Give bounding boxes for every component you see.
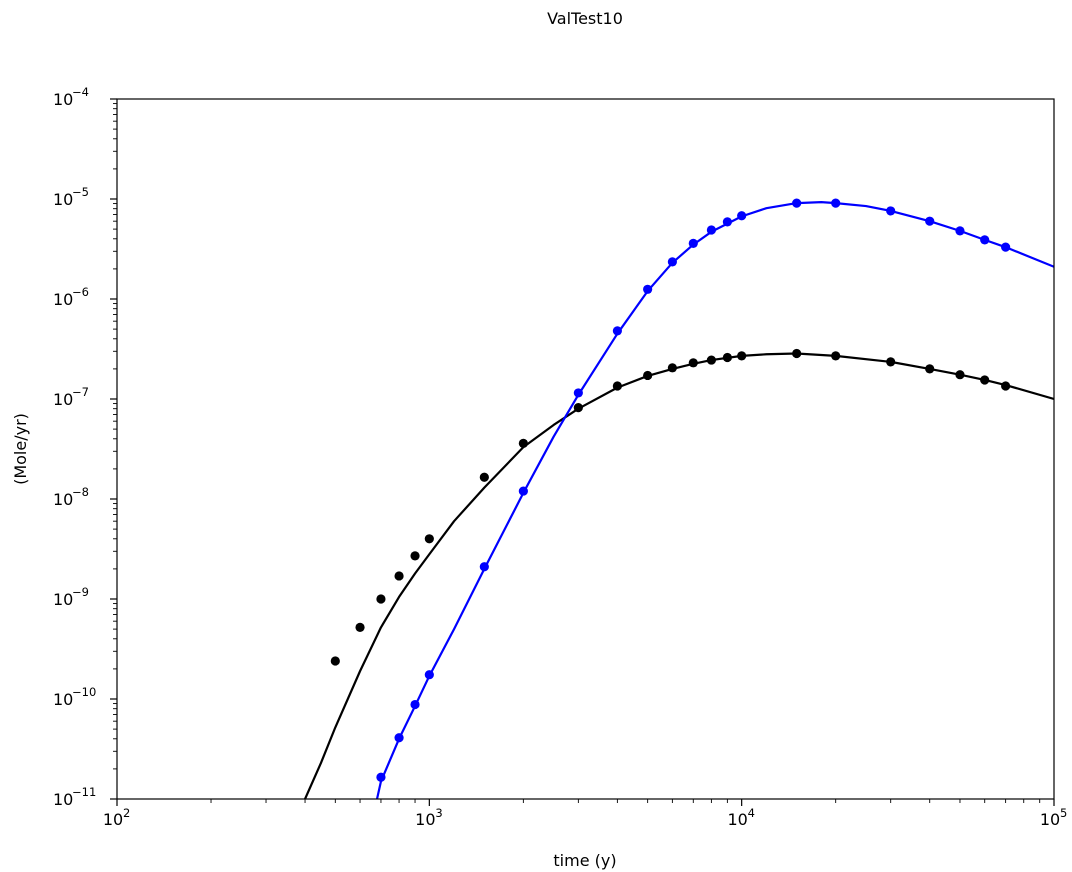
series-2-point bbox=[667, 257, 677, 267]
series-1-point bbox=[955, 370, 965, 380]
series-2-point bbox=[706, 225, 717, 235]
series-1-point bbox=[737, 351, 747, 361]
series-1-point bbox=[573, 403, 583, 413]
x-tick-label: 10 bbox=[103, 810, 123, 829]
series-2-point bbox=[1001, 242, 1011, 252]
y-tick-label: 10 bbox=[53, 590, 73, 609]
series-1-point bbox=[688, 358, 698, 368]
x-tick-label: 10 bbox=[727, 810, 747, 829]
series-2-point bbox=[955, 226, 965, 236]
series-1-point bbox=[330, 656, 340, 666]
y-tick-label: 10 bbox=[53, 690, 73, 709]
series-1-point bbox=[424, 534, 434, 544]
series-1-point bbox=[376, 594, 386, 604]
y-tick-label: 10 bbox=[53, 90, 73, 109]
series-2-point bbox=[573, 388, 583, 398]
series-1-point bbox=[394, 571, 404, 581]
series-1-point bbox=[706, 355, 717, 365]
x-axis-label: time (y) bbox=[553, 851, 616, 870]
series-1-point bbox=[722, 352, 732, 363]
series-1-point bbox=[355, 622, 365, 633]
y-tick-label-exponent: −11 bbox=[72, 785, 96, 799]
y-tick-label-exponent: −6 bbox=[72, 285, 89, 299]
series-2-point bbox=[479, 562, 489, 572]
x-tick-label: 10 bbox=[415, 810, 435, 829]
series-2-point bbox=[612, 326, 622, 336]
series-1-point bbox=[612, 381, 622, 391]
series-1-point bbox=[410, 551, 420, 561]
series-2-point bbox=[394, 733, 404, 743]
series-2-point bbox=[643, 284, 653, 294]
y-tick-label-exponent: −10 bbox=[72, 685, 96, 699]
y-tick-label: 10 bbox=[53, 190, 73, 209]
x-axis: 10 2 10 3 10 4 10 5 bbox=[103, 799, 1067, 829]
y-tick-label: 10 bbox=[53, 790, 73, 809]
series-2-point bbox=[925, 216, 935, 226]
x-tick-label-exponent: 3 bbox=[435, 806, 442, 820]
x-tick-label-exponent: 5 bbox=[1060, 806, 1067, 820]
y-tick-label: 10 bbox=[53, 490, 73, 509]
series-1-point bbox=[831, 351, 841, 361]
y-tick-label: 10 bbox=[53, 290, 73, 309]
series-2-point bbox=[410, 699, 420, 710]
y-tick-label-exponent: −8 bbox=[72, 485, 89, 499]
series-2-point bbox=[980, 235, 990, 245]
series-1-point bbox=[792, 348, 802, 359]
series-1-point bbox=[643, 370, 653, 381]
y-tick-label-exponent: −4 bbox=[72, 85, 89, 99]
series-2-point bbox=[737, 211, 747, 221]
series-2-point bbox=[831, 198, 841, 208]
series-2-point bbox=[792, 198, 802, 208]
series-2-point bbox=[722, 217, 732, 227]
series-1-point bbox=[980, 375, 990, 385]
x-tick-label-exponent: 2 bbox=[123, 806, 130, 820]
series-2-point bbox=[376, 772, 386, 782]
y-tick-label-exponent: −7 bbox=[72, 385, 89, 399]
y-tick-label-exponent: −9 bbox=[72, 585, 89, 599]
series-2-point bbox=[688, 238, 698, 248]
series-2-point bbox=[424, 670, 434, 680]
series-1-point bbox=[479, 472, 489, 482]
x-tick-label: 10 bbox=[1040, 810, 1060, 829]
plot-frame bbox=[116, 98, 1055, 800]
series-2-point bbox=[518, 486, 528, 496]
series-1-point bbox=[667, 363, 677, 373]
series-2-point bbox=[886, 206, 896, 216]
series-1-point bbox=[925, 364, 935, 374]
chart-title: ValTest10 bbox=[547, 9, 623, 28]
y-tick-label: 10 bbox=[53, 390, 73, 409]
series-1-point bbox=[1001, 381, 1011, 391]
x-tick-label-exponent: 4 bbox=[748, 806, 755, 820]
series-1-point bbox=[518, 438, 528, 448]
series-1-point bbox=[886, 357, 896, 367]
y-axis-label: (Mole/yr) bbox=[11, 413, 30, 485]
y-tick-label-exponent: −5 bbox=[72, 185, 89, 199]
series-1-line bbox=[303, 352, 1054, 799]
